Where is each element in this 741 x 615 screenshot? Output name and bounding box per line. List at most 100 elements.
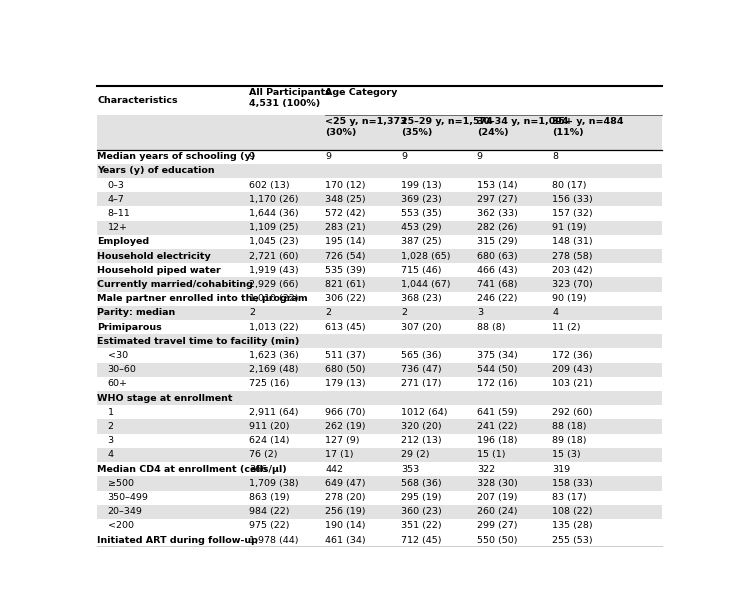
Text: 307 (20): 307 (20) (401, 323, 442, 331)
Text: 1012 (64): 1012 (64) (401, 408, 448, 417)
Text: 157 (32): 157 (32) (552, 209, 593, 218)
Text: 241 (22): 241 (22) (476, 422, 517, 431)
Text: 35+ y, n=484
(11%): 35+ y, n=484 (11%) (552, 117, 623, 138)
Text: Estimated travel time to facility (min): Estimated travel time to facility (min) (97, 337, 299, 346)
Text: Currently married/cohabiting: Currently married/cohabiting (97, 280, 253, 289)
Text: Employed: Employed (97, 237, 150, 247)
Text: 30–34 y, n=1,094
(24%): 30–34 y, n=1,094 (24%) (476, 117, 568, 138)
Text: 3: 3 (107, 436, 113, 445)
Text: Characteristics: Characteristics (97, 95, 178, 105)
Text: Median years of schooling (y): Median years of schooling (y) (97, 152, 256, 161)
Text: 196 (18): 196 (18) (476, 436, 517, 445)
Text: 15 (1): 15 (1) (476, 450, 505, 459)
Text: 2,169 (48): 2,169 (48) (249, 365, 299, 374)
Bar (97, 363, 662, 377)
Text: 4: 4 (552, 308, 558, 317)
Text: 680 (63): 680 (63) (476, 252, 517, 261)
Text: 103 (21): 103 (21) (552, 379, 593, 389)
Text: All Participants
4,531 (100%): All Participants 4,531 (100%) (249, 89, 330, 108)
Text: 80 (17): 80 (17) (552, 181, 587, 189)
Text: 602 (13): 602 (13) (249, 181, 290, 189)
Text: 1,644 (36): 1,644 (36) (249, 209, 299, 218)
Text: 741 (68): 741 (68) (476, 280, 517, 289)
Text: Household piped water: Household piped water (97, 266, 221, 275)
Text: 863 (19): 863 (19) (249, 493, 290, 502)
Text: 2: 2 (325, 308, 331, 317)
Text: 535 (39): 535 (39) (325, 266, 366, 275)
Text: Male partner enrolled into the program: Male partner enrolled into the program (97, 294, 308, 303)
Bar (97, 335, 662, 349)
Text: 1,028 (65): 1,028 (65) (401, 252, 451, 261)
Text: 9: 9 (249, 152, 255, 161)
Text: 2: 2 (107, 422, 113, 431)
Bar (97, 448, 662, 462)
Text: 351 (22): 351 (22) (401, 522, 442, 531)
Text: 1,044 (67): 1,044 (67) (401, 280, 451, 289)
Text: 90 (19): 90 (19) (552, 294, 587, 303)
Text: Primiparous: Primiparous (97, 323, 162, 331)
Text: 9: 9 (325, 152, 331, 161)
Text: 195 (14): 195 (14) (325, 237, 366, 247)
Text: 1,919 (43): 1,919 (43) (249, 266, 299, 275)
Text: Initiated ART during follow-up: Initiated ART during follow-up (97, 536, 258, 545)
Text: 203 (42): 203 (42) (552, 266, 593, 275)
Text: 442: 442 (325, 465, 343, 474)
Text: 2: 2 (401, 308, 407, 317)
Text: 2,911 (64): 2,911 (64) (249, 408, 299, 417)
Text: 966 (70): 966 (70) (325, 408, 366, 417)
Text: 179 (13): 179 (13) (325, 379, 366, 389)
Text: 9: 9 (476, 152, 483, 161)
Text: 624 (14): 624 (14) (249, 436, 289, 445)
Bar (97, 221, 662, 235)
Text: <30: <30 (107, 351, 127, 360)
Text: 4–7: 4–7 (107, 195, 124, 204)
Text: 153 (14): 153 (14) (476, 181, 517, 189)
Text: 29 (2): 29 (2) (401, 450, 430, 459)
Bar (97, 192, 662, 207)
Text: 278 (58): 278 (58) (552, 252, 593, 261)
Text: Household electricity: Household electricity (97, 252, 211, 261)
Text: 9: 9 (401, 152, 407, 161)
Bar (97, 249, 662, 263)
Text: 190 (14): 190 (14) (325, 522, 366, 531)
Bar (97, 419, 662, 434)
Text: 262 (19): 262 (19) (325, 422, 366, 431)
Text: 1,623 (36): 1,623 (36) (249, 351, 299, 360)
Text: 565 (36): 565 (36) (401, 351, 442, 360)
Text: 278 (20): 278 (20) (325, 493, 366, 502)
Text: 299 (27): 299 (27) (476, 522, 517, 531)
Text: 984 (22): 984 (22) (249, 507, 289, 516)
Text: <200: <200 (107, 522, 133, 531)
Text: 369 (23): 369 (23) (401, 195, 442, 204)
Text: 715 (46): 715 (46) (401, 266, 442, 275)
Text: 282 (26): 282 (26) (476, 223, 517, 232)
Text: 1,170 (26): 1,170 (26) (249, 195, 299, 204)
Text: 17 (1): 17 (1) (325, 450, 353, 459)
Text: 295 (19): 295 (19) (401, 493, 442, 502)
Bar (97, 306, 662, 320)
Text: 821 (61): 821 (61) (325, 280, 366, 289)
Text: 292 (60): 292 (60) (552, 408, 593, 417)
Text: 461 (34): 461 (34) (325, 536, 366, 545)
Text: 315 (29): 315 (29) (476, 237, 517, 247)
Text: 2,721 (60): 2,721 (60) (249, 252, 299, 261)
Bar (97, 164, 662, 178)
Text: 1,109 (25): 1,109 (25) (249, 223, 299, 232)
Text: 91 (19): 91 (19) (552, 223, 587, 232)
Text: 649 (47): 649 (47) (325, 479, 366, 488)
Text: 76 (2): 76 (2) (249, 450, 277, 459)
Text: 8: 8 (552, 152, 558, 161)
Text: 375 (34): 375 (34) (476, 351, 517, 360)
Text: 1,010 (22): 1,010 (22) (249, 294, 299, 303)
Text: 207 (19): 207 (19) (476, 493, 517, 502)
Text: 353: 353 (401, 465, 419, 474)
Text: 156 (33): 156 (33) (552, 195, 593, 204)
Text: 158 (33): 158 (33) (552, 479, 593, 488)
Text: Parity: median: Parity: median (97, 308, 176, 317)
Text: 11 (2): 11 (2) (552, 323, 580, 331)
Bar (97, 505, 662, 519)
Text: 726 (54): 726 (54) (325, 252, 366, 261)
Text: 360 (23): 360 (23) (401, 507, 442, 516)
Bar (97, 477, 662, 491)
Text: 88 (18): 88 (18) (552, 422, 587, 431)
